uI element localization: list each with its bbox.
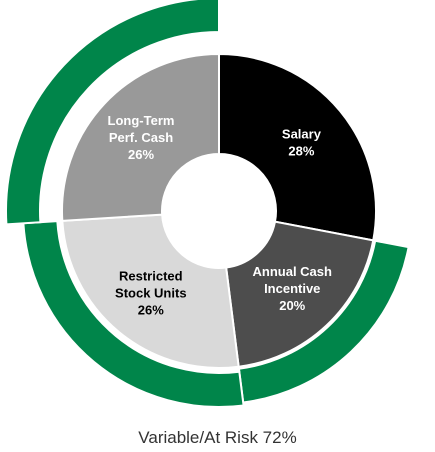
slice-restricted-stock-units — [61, 213, 240, 369]
slice-long-term-perf-cash — [61, 52, 220, 222]
slice-label-annual-cash-incentive: Annual Cash Incentive 20% — [253, 264, 333, 313]
slice-label-salary: Salary 28% — [282, 126, 322, 158]
slice-label-restricted-stock-units: Restricted Stock Units 26% — [115, 268, 187, 317]
slice-label-long-term-perf-cash: Long-Term Perf. Cash 26% — [108, 113, 175, 162]
chart-caption: Variable/At Risk 72% — [138, 428, 297, 447]
outer-ring-segment-long-term-perf-cash — [5, 0, 220, 226]
slice-annual-cash-incentive — [225, 220, 375, 368]
slice-salary — [218, 52, 377, 242]
